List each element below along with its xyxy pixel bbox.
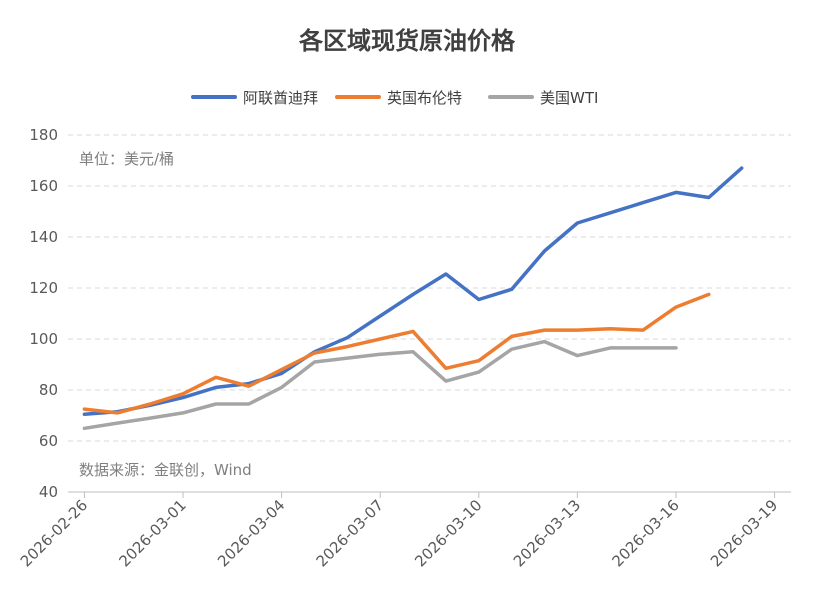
series-line-1 bbox=[82, 166, 744, 416]
x-tick-label: 2026-03-04 bbox=[214, 496, 288, 570]
x-tick-label: 2026-03-01 bbox=[115, 496, 189, 570]
y-tick-label: 180 bbox=[29, 126, 58, 144]
legend-label: 英国布伦特 bbox=[387, 89, 462, 107]
unit-annotation: 单位：美元/桶 bbox=[79, 150, 174, 168]
y-tick-label: 100 bbox=[29, 330, 58, 348]
source-annotation: 数据来源：金联创，Wind bbox=[79, 461, 252, 479]
legend: 阿联酋迪拜 英国布伦特 美国WTI bbox=[191, 89, 598, 107]
y-axis: 40 60 80 100 120 140 160 180 bbox=[29, 126, 58, 501]
x-tick-label: 2026-03-19 bbox=[707, 496, 781, 570]
y-tick-label: 140 bbox=[29, 228, 58, 246]
x-tick-label: 2026-02-26 bbox=[17, 496, 91, 570]
chart-title: 各区域现货原油价格 bbox=[298, 27, 516, 55]
legend-label: 美国WTI bbox=[540, 89, 598, 107]
x-tick-label: 2026-03-10 bbox=[411, 496, 485, 570]
legend-label: 阿联酋迪拜 bbox=[243, 89, 318, 107]
x-tick-label: 2026-03-13 bbox=[510, 496, 584, 570]
y-tick-label: 80 bbox=[39, 381, 58, 399]
series-line-3 bbox=[82, 339, 678, 431]
x-axis: 2026-02-26 2026-03-01 2026-03-04 2026-03-07… bbox=[17, 491, 791, 570]
y-tick-label: 160 bbox=[29, 177, 58, 195]
x-tick-label: 2026-03-16 bbox=[608, 496, 682, 570]
y-tick-label: 40 bbox=[39, 483, 58, 501]
y-tick-label: 60 bbox=[39, 432, 58, 450]
series-line-2 bbox=[82, 292, 711, 415]
y-tick-label: 120 bbox=[29, 279, 58, 297]
x-tick-label: 2026-03-07 bbox=[313, 496, 387, 570]
series-lines bbox=[82, 166, 744, 431]
